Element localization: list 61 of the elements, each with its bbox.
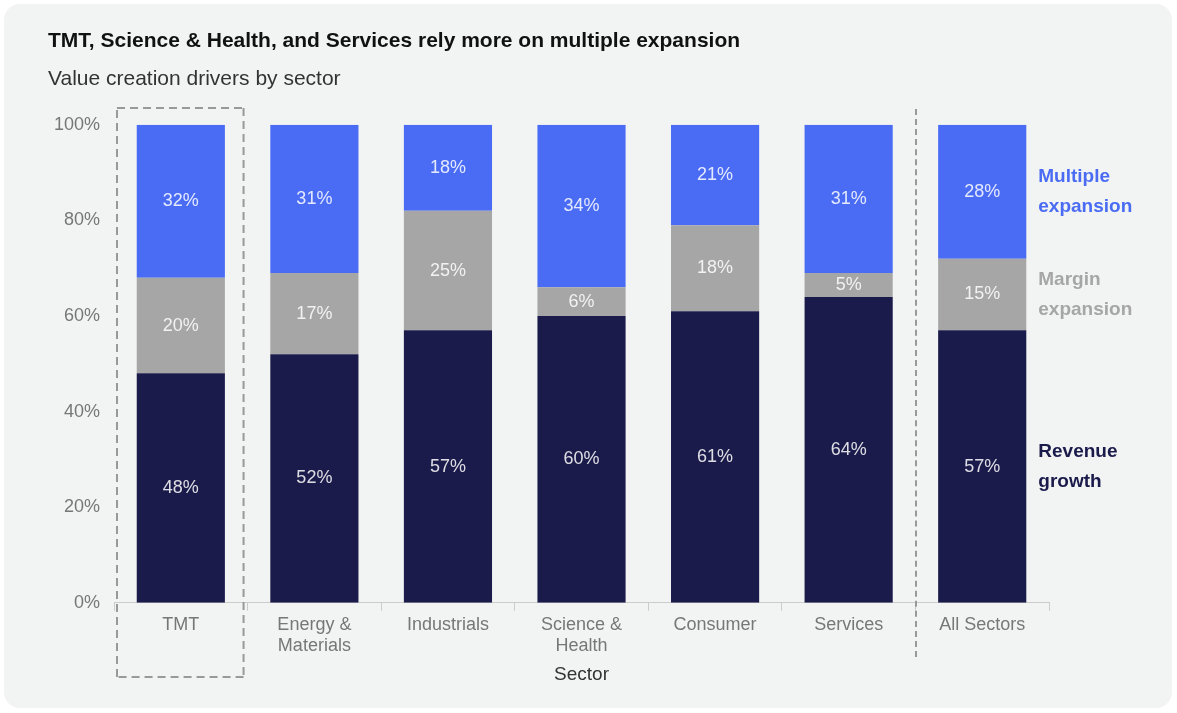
bar	[270, 124, 359, 273]
data-label: 25%	[429, 259, 466, 280]
chart-subtitle: Value creation drivers by sector	[48, 66, 341, 90]
data-label: 18%	[429, 156, 466, 177]
bar	[671, 124, 760, 226]
data-label: 17%	[296, 302, 333, 323]
bar	[671, 225, 760, 312]
data-label: 20%	[162, 314, 199, 335]
bar	[403, 124, 493, 211]
x-tick-label: All Sectors	[939, 613, 1026, 634]
data-label: 32%	[162, 190, 199, 211]
y-tick-label: 60%	[64, 304, 101, 325]
bar	[537, 124, 626, 288]
series-label: Multiple expansion	[1038, 164, 1133, 216]
x-tick-label: TMT	[162, 613, 200, 634]
bar	[270, 354, 359, 603]
x-axis-title: Sector	[554, 663, 609, 685]
data-label: 34%	[563, 195, 600, 216]
bar	[804, 124, 893, 273]
x-tick-label: Science & Health	[541, 613, 623, 656]
y-tick-label: 0%	[74, 591, 101, 612]
data-label: 31%	[830, 187, 867, 208]
data-label: 31%	[296, 187, 333, 208]
x-tick-label: Energy & Materials	[277, 613, 352, 656]
bar	[136, 277, 225, 374]
bar	[136, 124, 225, 278]
y-tick-label: 40%	[64, 400, 101, 421]
data-label: 57%	[964, 455, 1001, 476]
data-label: 6%	[568, 290, 595, 311]
data-label: 61%	[697, 445, 734, 466]
bar	[938, 330, 1027, 603]
bar	[270, 272, 359, 355]
data-label: 28%	[964, 180, 1001, 201]
y-tick-label: 80%	[64, 209, 101, 230]
bar	[938, 258, 1027, 331]
data-label: 21%	[697, 163, 734, 184]
y-tick-label: 100%	[53, 113, 101, 134]
bar	[136, 373, 225, 603]
series-label: Margin expansion	[1038, 267, 1133, 319]
data-label: 60%	[563, 448, 600, 469]
bar	[537, 316, 626, 603]
data-label: 18%	[697, 257, 734, 278]
bar	[804, 296, 893, 603]
data-label: 52%	[296, 467, 333, 488]
data-label: 5%	[835, 273, 862, 294]
data-label: 15%	[964, 283, 1001, 304]
bar	[671, 311, 760, 603]
x-tick-label: Consumer	[673, 613, 757, 634]
bar	[804, 272, 893, 297]
chart-title: TMT, Science & Health, and Services rely more on multiple expansion	[48, 28, 741, 52]
data-label: 57%	[429, 455, 466, 476]
x-tick-label: Services	[814, 613, 884, 634]
bar	[403, 330, 493, 603]
x-tick-label: Industrials	[406, 613, 489, 634]
bar	[537, 287, 626, 316]
bar	[403, 210, 493, 331]
data-label: 48%	[162, 477, 199, 498]
data-label: 64%	[830, 438, 867, 459]
bar	[938, 124, 1027, 259]
series-label: Revenue growth	[1038, 439, 1118, 491]
y-tick-label: 20%	[64, 496, 101, 517]
